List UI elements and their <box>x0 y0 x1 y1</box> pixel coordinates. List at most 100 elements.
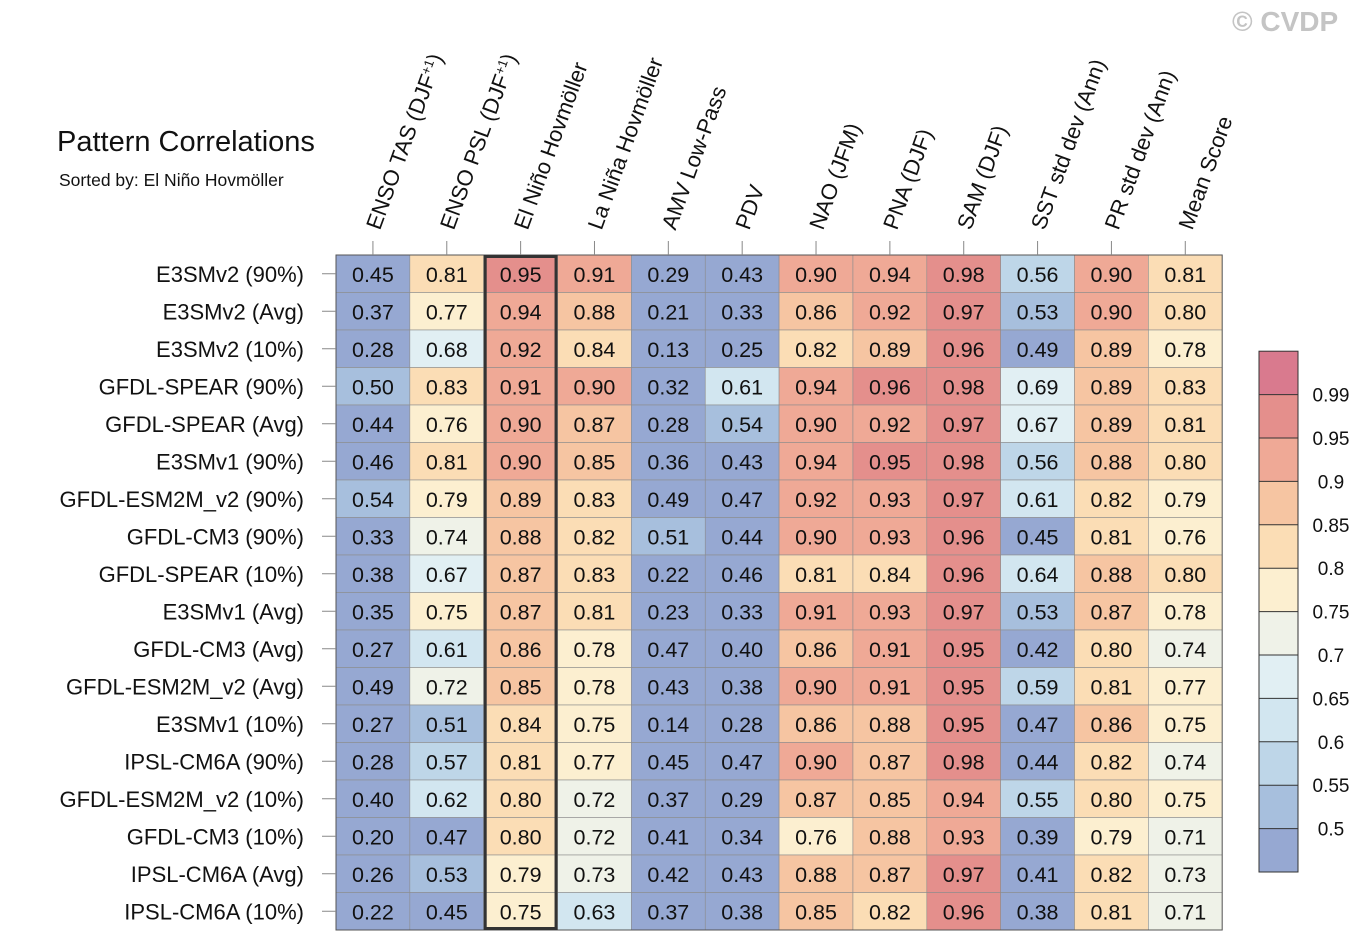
cell-value: 0.92 <box>869 413 911 437</box>
cell-value: 0.68 <box>426 338 468 362</box>
cell-value: 0.27 <box>352 638 394 662</box>
heatmap-cell <box>1000 667 1075 706</box>
cell-value: 0.89 <box>500 488 542 512</box>
row-label: E3SMv2 (Avg) <box>163 299 304 324</box>
heatmap-cell <box>778 442 854 481</box>
row-label: GFDL-CM3 (10%) <box>127 824 304 849</box>
row-label: IPSL-CM6A (10%) <box>124 899 304 924</box>
heatmap-cell <box>926 667 1001 706</box>
heatmap-cell <box>335 854 411 893</box>
heatmap-cell <box>557 854 632 893</box>
cvdp-watermark: © CVDP <box>1232 6 1339 37</box>
heatmap-cell <box>704 442 780 481</box>
cell-value: 0.53 <box>426 863 468 887</box>
heatmap-cell <box>557 779 632 818</box>
heatmap-cell <box>483 479 558 518</box>
heatmap-cell <box>1148 667 1223 706</box>
heatmap-cell <box>1148 479 1223 518</box>
heatmap-cell <box>1148 629 1223 668</box>
cell-value: 0.38 <box>721 900 763 924</box>
cell-value: 0.93 <box>869 488 911 512</box>
cell-value: 0.81 <box>426 263 468 287</box>
cell-value: 0.96 <box>943 525 985 549</box>
cell-value: 0.40 <box>352 788 394 812</box>
cell-value: 0.47 <box>1017 713 1059 737</box>
cell-value: 0.81 <box>1090 525 1132 549</box>
cell-value: 0.91 <box>500 375 542 399</box>
cell-value: 0.96 <box>943 563 985 587</box>
cell-value: 0.25 <box>721 338 763 362</box>
cell-value: 0.76 <box>1164 525 1206 549</box>
cell-value: 0.55 <box>1017 788 1059 812</box>
heatmap-cell <box>1148 292 1223 331</box>
cell-value: 0.81 <box>1164 263 1206 287</box>
cell-value: 0.71 <box>1164 900 1206 924</box>
cell-value: 0.87 <box>500 563 542 587</box>
cell-value: 0.57 <box>426 750 468 774</box>
cell-value: 0.90 <box>795 525 837 549</box>
cell-value: 0.88 <box>795 863 837 887</box>
colorbar-label: 0.65 <box>1313 689 1350 710</box>
cell-value: 0.74 <box>426 525 468 549</box>
cell-value: 0.79 <box>426 488 468 512</box>
cell-value: 0.22 <box>647 563 689 587</box>
cell-value: 0.75 <box>574 713 616 737</box>
row-label: GFDL-ESM2M_v2 (90%) <box>59 487 304 512</box>
cell-value: 0.82 <box>1090 863 1132 887</box>
cell-value: 0.56 <box>1017 450 1059 474</box>
cell-value: 0.87 <box>500 600 542 624</box>
cell-value: 0.64 <box>1017 563 1059 587</box>
cell-value: 0.93 <box>943 825 985 849</box>
cell-value: 0.72 <box>574 788 616 812</box>
heatmap-cell <box>1000 517 1075 556</box>
heatmap-cell <box>335 329 411 368</box>
cell-value: 0.43 <box>721 450 763 474</box>
cell-value: 0.97 <box>943 413 985 437</box>
heatmap-cell <box>483 667 558 706</box>
cell-value: 0.33 <box>721 300 763 324</box>
cell-value: 0.47 <box>721 488 763 512</box>
heatmap-cell <box>852 554 928 593</box>
heatmap-cell <box>1074 704 1149 743</box>
heatmap-cell <box>409 554 485 593</box>
heatmap-cell <box>778 517 854 556</box>
heatmap-cell <box>1000 329 1075 368</box>
heatmap-cell <box>335 479 411 518</box>
row-label: E3SMv1 (Avg) <box>163 599 304 624</box>
cell-value: 0.51 <box>647 525 689 549</box>
cell-value: 0.80 <box>1164 450 1206 474</box>
heatmap-cell <box>778 592 854 631</box>
cell-value: 0.95 <box>500 263 542 287</box>
heatmap-cell <box>704 629 780 668</box>
cell-value: 0.86 <box>795 638 837 662</box>
heatmap-cell <box>409 479 485 518</box>
cell-value: 0.28 <box>647 413 689 437</box>
colorbar-label: 0.9 <box>1318 472 1344 493</box>
heatmap-cell <box>1000 367 1075 406</box>
cell-value: 0.51 <box>426 713 468 737</box>
heatmap-cell <box>704 704 780 743</box>
heatmap-cell <box>926 592 1001 631</box>
cell-value: 0.88 <box>1090 563 1132 587</box>
heatmap-cell <box>483 779 558 818</box>
cell-value: 0.33 <box>721 600 763 624</box>
cell-value: 0.89 <box>1090 375 1132 399</box>
heatmap-cell <box>778 892 854 931</box>
cell-value: 0.38 <box>721 675 763 699</box>
column-label: SST std dev (Ann) <box>1026 56 1111 233</box>
cell-value: 0.61 <box>1017 488 1059 512</box>
colorbar-label: 0.99 <box>1313 386 1350 407</box>
cell-value: 0.41 <box>647 825 689 849</box>
heatmap-cell <box>1074 629 1149 668</box>
heatmap-cell <box>704 892 780 931</box>
cell-value: 0.82 <box>574 525 616 549</box>
heatmap-cell <box>631 779 706 818</box>
heatmap-cell <box>409 442 485 481</box>
cell-value: 0.89 <box>1090 338 1132 362</box>
heatmap-cell <box>1148 854 1223 893</box>
cell-value: 0.88 <box>1090 450 1132 474</box>
cell-value: 0.45 <box>426 900 468 924</box>
heatmap-cell <box>926 629 1001 668</box>
cell-value: 0.87 <box>869 750 911 774</box>
